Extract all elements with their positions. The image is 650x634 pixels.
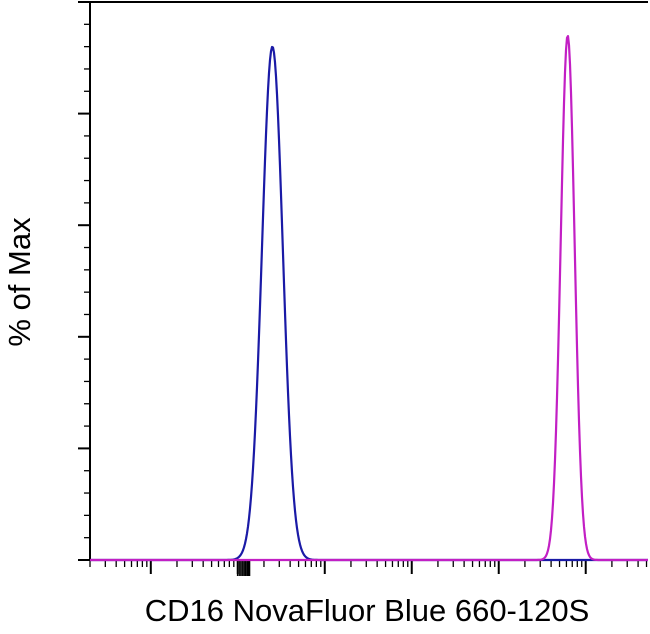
x-axis-title: CD16 NovaFluor Blue 660-120S bbox=[145, 593, 590, 628]
y-axis-title: % of Max bbox=[2, 217, 37, 347]
series-layer bbox=[89, 34, 649, 562]
histogram-series-2 bbox=[89, 34, 649, 562]
y-axis bbox=[78, 1, 90, 561]
plot-area bbox=[89, 1, 648, 560]
